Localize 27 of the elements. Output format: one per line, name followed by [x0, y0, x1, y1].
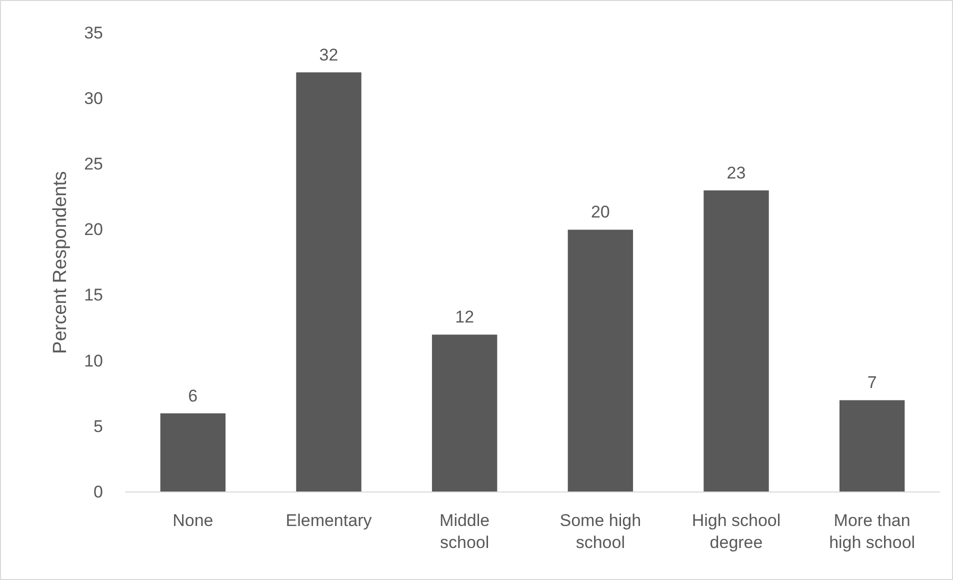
y-tick-label: 0: [94, 482, 103, 502]
y-tick-label: 5: [94, 416, 103, 436]
y-tick-label: 20: [84, 220, 103, 240]
bar: [432, 334, 498, 492]
data-label: 23: [726, 163, 746, 182]
y-tick-label: 35: [84, 23, 103, 42]
data-label: 20: [590, 202, 610, 222]
x-tick-label: Some high school: [560, 511, 642, 552]
bar: [160, 413, 226, 492]
x-tick-label: Elementary: [286, 511, 372, 530]
x-tick-label: Middle school: [440, 511, 490, 552]
data-label: 7: [867, 373, 877, 392]
y-axis-title: Percent Respondents: [50, 171, 71, 354]
x-tick-label: None: [172, 511, 214, 530]
y-tick-label: 10: [84, 351, 103, 370]
data-label: 6: [188, 386, 198, 406]
data-label: 32: [319, 45, 338, 64]
bar: [704, 190, 769, 492]
y-tick-label: 25: [84, 154, 103, 174]
x-tick-label: More than high school: [829, 511, 916, 552]
y-tick-label: 30: [84, 89, 103, 108]
y-tick-label: 15: [84, 286, 103, 305]
x-tick-label: High school degree: [692, 511, 781, 552]
data-label: 12: [455, 308, 474, 327]
bar: [568, 230, 634, 492]
bar: [296, 72, 362, 492]
bar: [839, 400, 905, 492]
